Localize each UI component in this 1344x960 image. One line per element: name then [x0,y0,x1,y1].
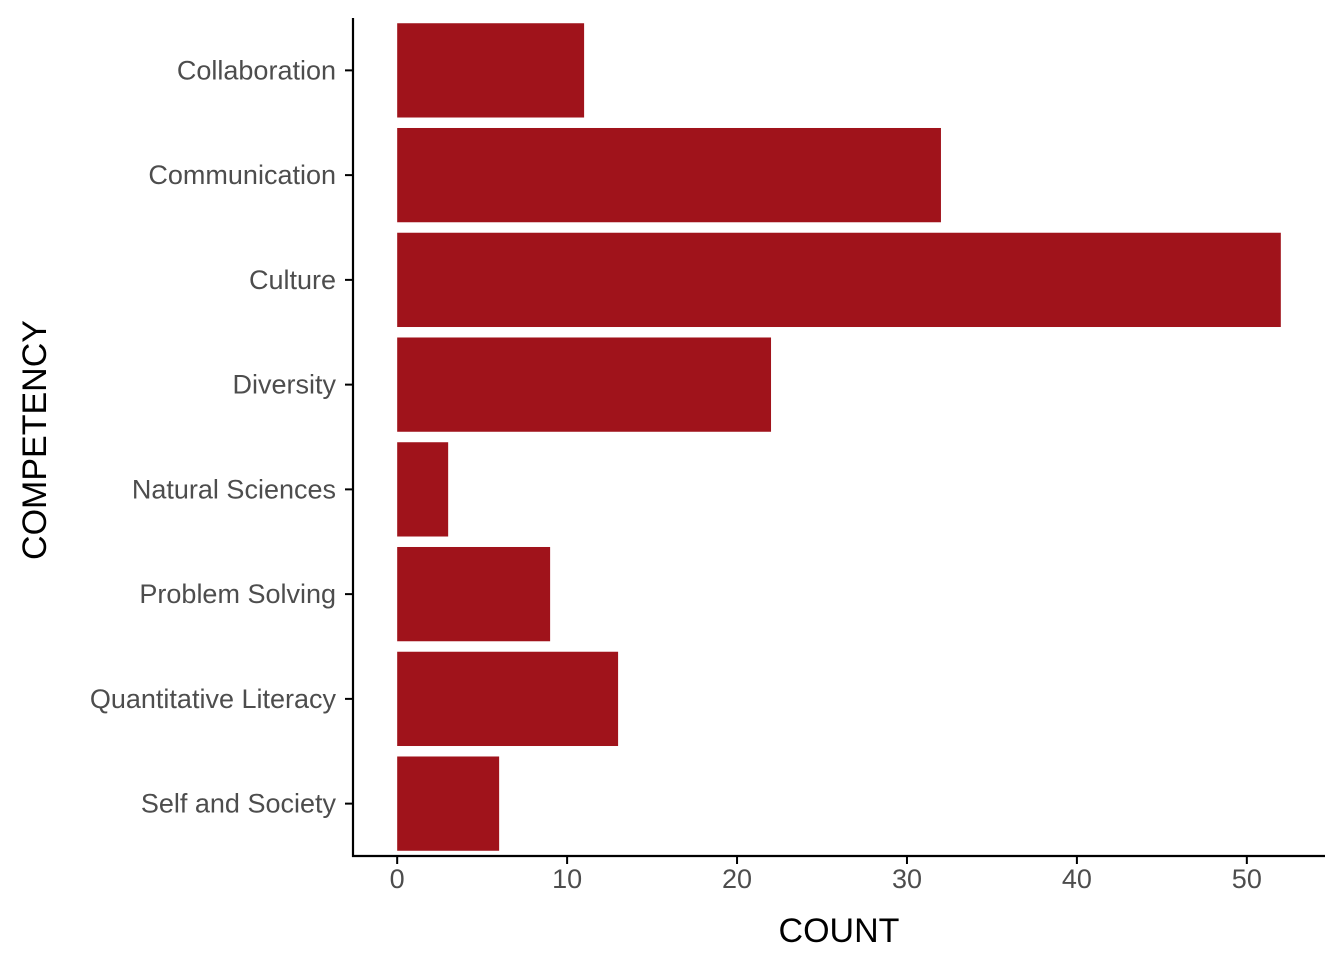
y-tick-label: Culture [249,265,336,295]
y-tick-label: Self and Society [141,789,337,819]
x-tick-label: 10 [552,864,582,894]
bar-communication [397,127,941,223]
x-tick-label: 30 [892,864,922,894]
y-tick-label: Diversity [232,370,336,400]
bar-problem-solving [397,546,551,642]
y-tick-label: Problem Solving [139,579,336,609]
y-tick-label: Collaboration [177,55,336,85]
bar-natural-sciences [397,442,449,537]
bar-self-and-society [397,756,500,851]
y-tick-label: Natural Sciences [132,474,336,504]
bars-group [397,23,1281,851]
bar-quantitative-literacy [397,651,619,747]
x-axis-ticks: 0 10 20 30 40 50 [390,856,1262,894]
bar-diversity [397,337,772,432]
x-tick-label: 20 [722,864,752,894]
x-tick-label: 50 [1232,864,1262,894]
y-tick-label: Quantitative Literacy [90,684,337,714]
x-axis-title: COUNT [779,912,900,950]
y-tick-label: Communication [148,160,336,190]
bar-culture [397,232,1281,328]
x-tick-label: 0 [390,864,405,894]
bar-collaboration [397,23,585,118]
y-axis-ticks: Collaboration Communication Culture Diversi… [90,55,353,819]
x-tick-label: 40 [1062,864,1092,894]
y-axis-title: COMPETENCY [16,320,54,560]
